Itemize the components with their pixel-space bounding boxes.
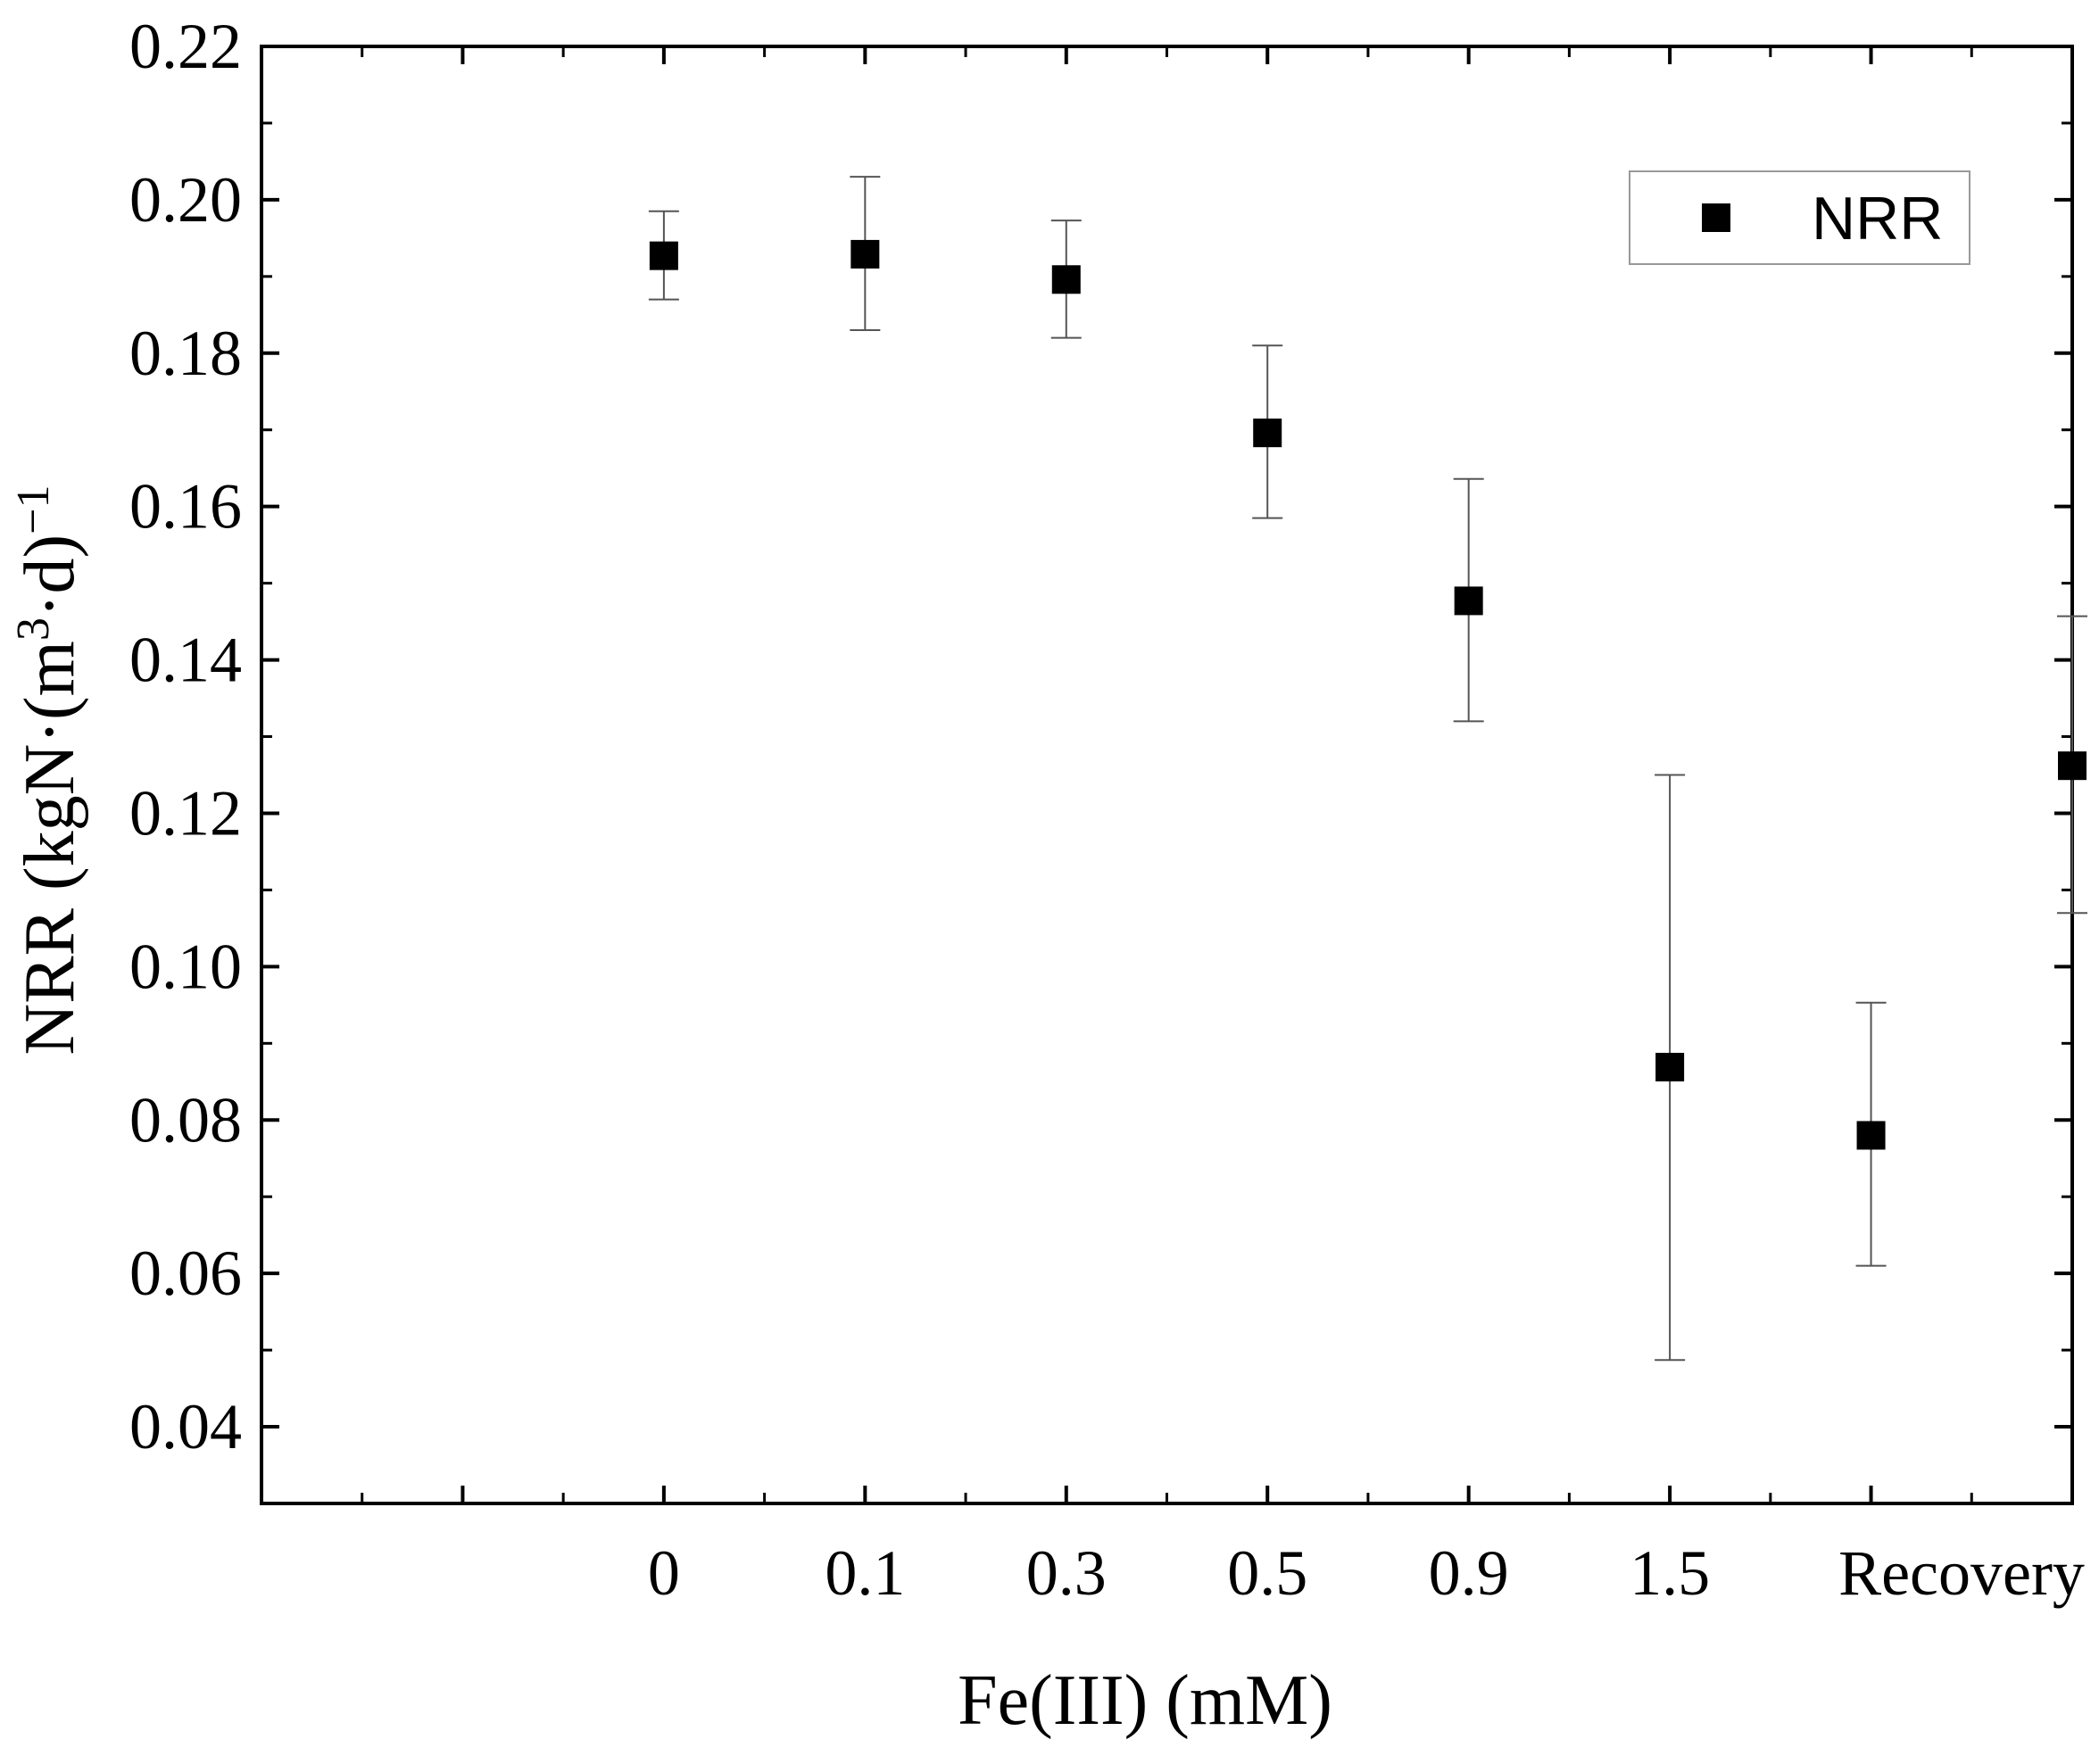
data-point: [2058, 751, 2087, 781]
x-tick-label: 0.1: [825, 1537, 905, 1609]
y-tick-label: 0.14: [129, 625, 242, 696]
data-point: [1655, 1052, 1685, 1081]
y-tick-label: 0.22: [129, 11, 242, 82]
y-tick-label: 0.20: [129, 164, 242, 236]
y-tick-label: 0.16: [129, 471, 242, 542]
data-point: [1856, 1121, 1886, 1150]
data-point: [649, 241, 678, 270]
y-tick-label: 0.04: [129, 1391, 242, 1462]
legend-box: [1629, 170, 1970, 265]
data-point: [1253, 418, 1282, 448]
x-tick-label: 1.5: [1630, 1537, 1710, 1609]
legend-marker: [1702, 203, 1730, 232]
y-tick-label: 0.08: [129, 1084, 242, 1155]
data-point: [850, 239, 880, 269]
data-point: [1454, 586, 1483, 616]
legend-label: NRR: [1812, 185, 1943, 253]
plot-area: [648, 176, 2087, 1362]
x-tick-label: 0.3: [1026, 1537, 1107, 1609]
legend: NRR: [1629, 170, 1970, 265]
x-tick-label: 0.9: [1429, 1537, 1509, 1609]
data-point: [1051, 265, 1081, 294]
y-tick-label: 0.06: [129, 1238, 242, 1309]
y-tick-label: 0.12: [129, 777, 242, 849]
x-axis-title: Fe(III) (mM): [958, 1661, 1332, 1740]
x-tick-label: 0: [648, 1537, 680, 1609]
axes: 0.040.060.080.100.120.140.160.180.200.22…: [129, 11, 2085, 1609]
y-tick-label: 0.10: [129, 931, 242, 1002]
y-axis-title: NRR (kgN·(m3·d)−1: [8, 484, 90, 1055]
y-tick-label: 0.18: [129, 318, 242, 389]
x-tick-label: 0.5: [1227, 1537, 1307, 1609]
x-tick-label: Recovery: [1838, 1537, 2085, 1609]
